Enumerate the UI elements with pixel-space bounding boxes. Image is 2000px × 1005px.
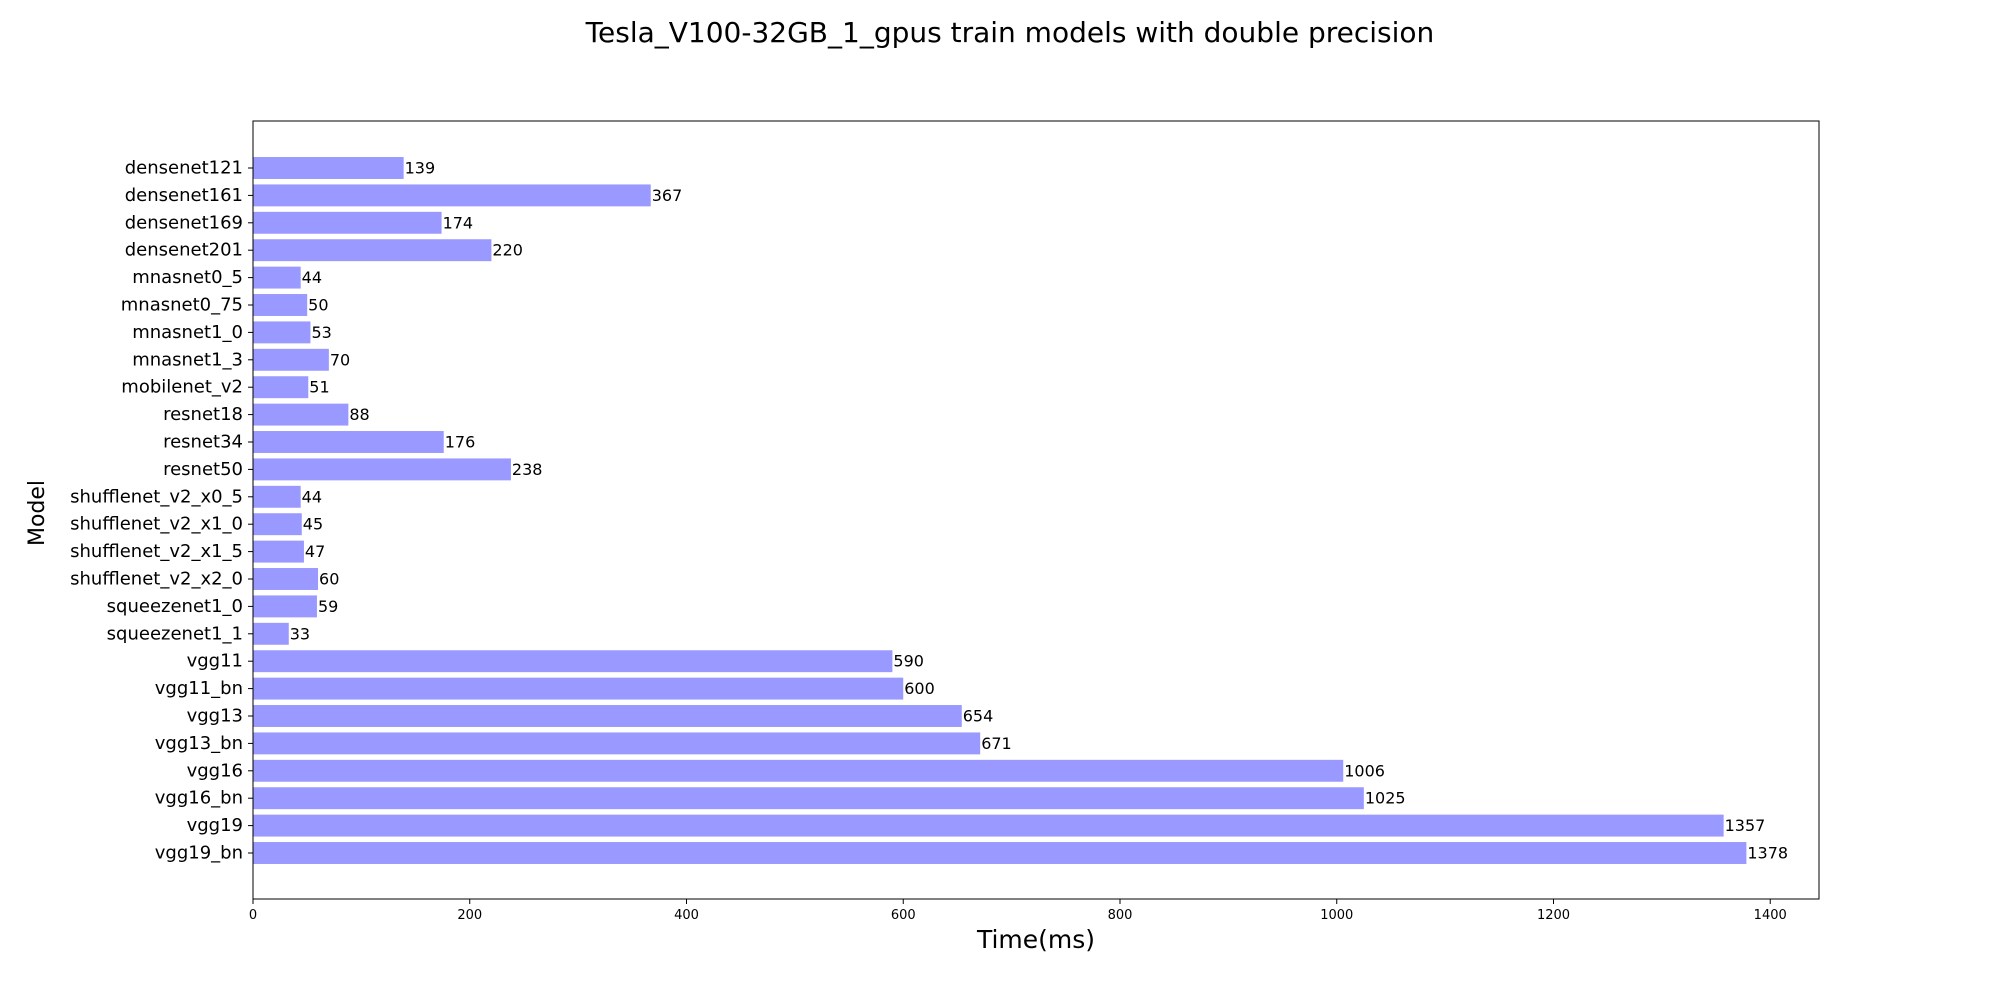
value-label-vgg16: 1006	[1344, 761, 1385, 780]
value-label-resnet50: 238	[512, 460, 543, 479]
category-label-mnasnet0_75: mnasnet0_75	[121, 295, 243, 316]
bar-densenet201	[253, 239, 492, 262]
category-label-vgg19_bn: vgg19_bn	[155, 843, 243, 864]
value-label-mnasnet1_0: 53	[311, 323, 331, 342]
category-label-vgg13: vgg13	[187, 706, 243, 727]
value-label-vgg13: 654	[963, 707, 994, 726]
bar-mnasnet1_0	[253, 321, 311, 344]
value-label-squeezenet1_1: 33	[290, 624, 310, 643]
bar-shufflenet_v2_x1_5	[253, 540, 304, 563]
x-tick-label-1000: 1000	[1320, 908, 1353, 923]
value-label-mnasnet0_5: 44	[302, 268, 322, 287]
bar-vgg19	[253, 814, 1724, 837]
value-label-vgg11_bn: 600	[904, 679, 935, 698]
category-label-resnet50: resnet50	[163, 459, 243, 480]
bar-mobilenet_v2	[253, 376, 309, 399]
x-tick-label-200: 200	[457, 908, 482, 923]
value-label-vgg16_bn: 1025	[1365, 789, 1406, 808]
bar-squeezenet1_0	[253, 595, 317, 618]
category-label-squeezenet1_0: squeezenet1_0	[107, 596, 243, 617]
bar-shufflenet_v2_x0_5	[253, 485, 301, 508]
value-label-mnasnet1_3: 70	[330, 350, 350, 369]
category-label-mobilenet_v2: mobilenet_v2	[121, 377, 243, 398]
bar-vgg13_bn	[253, 732, 981, 755]
category-label-mnasnet1_3: mnasnet1_3	[132, 349, 243, 370]
category-label-vgg11_bn: vgg11_bn	[155, 678, 243, 699]
value-label-shufflenet_v2_x2_0: 60	[319, 570, 339, 589]
x-tick-label-1200: 1200	[1537, 908, 1570, 923]
category-label-resnet18: resnet18	[163, 404, 243, 425]
bar-resnet18	[253, 403, 349, 426]
category-label-shufflenet_v2_x1_0: shufflenet_v2_x1_0	[70, 514, 243, 535]
value-label-shufflenet_v2_x1_5: 47	[305, 542, 325, 561]
value-label-resnet18: 88	[349, 405, 369, 424]
x-tick-label-400: 400	[674, 908, 699, 923]
category-label-shufflenet_v2_x0_5: shufflenet_v2_x0_5	[70, 486, 243, 507]
y-axis: densenet121 densenet161 densenet169 densene…	[70, 158, 253, 864]
category-label-densenet121: densenet121	[125, 158, 243, 179]
category-label-squeezenet1_1: squeezenet1_1	[107, 623, 243, 644]
value-label-mnasnet0_75: 50	[308, 296, 328, 315]
bar-squeezenet1_1	[253, 622, 289, 645]
category-label-densenet201: densenet201	[125, 240, 243, 261]
bar-resnet50	[253, 458, 511, 481]
category-label-shufflenet_v2_x1_5: shufflenet_v2_x1_5	[70, 541, 243, 562]
value-label-vgg13_bn: 671	[981, 734, 1012, 753]
bar-vgg11	[253, 650, 893, 673]
bar-vgg11_bn	[253, 677, 904, 700]
bar-mnasnet0_75	[253, 294, 308, 316]
bar-shufflenet_v2_x1_0	[253, 513, 302, 536]
value-label-shufflenet_v2_x0_5: 44	[302, 487, 322, 506]
bar-densenet169	[253, 211, 442, 234]
category-label-shufflenet_v2_x2_0: shufflenet_v2_x2_0	[70, 569, 243, 590]
value-label-densenet201: 220	[492, 241, 523, 260]
value-label-densenet169: 174	[443, 213, 474, 232]
x-tick-label-800: 800	[1108, 908, 1133, 923]
category-label-vgg16_bn: vgg16_bn	[155, 788, 243, 809]
value-label-resnet34: 176	[445, 433, 476, 452]
bar-densenet121	[253, 157, 404, 179]
value-label-shufflenet_v2_x1_0: 45	[303, 515, 323, 534]
x-axis-title: Time(ms)	[976, 925, 1095, 954]
x-tick-label-0: 0	[249, 908, 257, 923]
category-label-vgg11: vgg11	[187, 651, 243, 672]
bar-mnasnet1_3	[253, 348, 329, 371]
bar-shufflenet_v2_x2_0	[253, 568, 319, 590]
chart-title: Tesla_V100-32GB_1_gpus train models with…	[585, 16, 1435, 49]
x-axis: 0 200 400 600 800 1000 1200 1400	[249, 899, 1787, 923]
category-label-vgg13_bn: vgg13_bn	[155, 733, 243, 754]
category-label-mnasnet0_5: mnasnet0_5	[132, 267, 243, 288]
category-label-vgg19: vgg19	[187, 815, 243, 836]
bar-resnet34	[253, 431, 444, 453]
bar-vgg13	[253, 705, 962, 727]
value-label-squeezenet1_0: 59	[318, 597, 338, 616]
y-axis-title: Model	[25, 480, 50, 546]
category-label-densenet161: densenet161	[125, 185, 243, 206]
category-label-vgg16: vgg16	[187, 760, 243, 781]
category-label-densenet169: densenet169	[125, 212, 243, 233]
bar-vgg19_bn	[253, 842, 1747, 864]
bar-vgg16_bn	[253, 787, 1364, 810]
plot-frame	[252, 120, 1820, 900]
value-label-vgg11: 590	[893, 652, 924, 671]
value-label-vgg19_bn: 1378	[1747, 844, 1788, 863]
x-tick-label-600: 600	[891, 908, 916, 923]
bar-vgg16	[253, 759, 1344, 782]
value-label-densenet121: 139	[405, 159, 436, 178]
value-label-vgg19: 1357	[1725, 816, 1766, 835]
value-label-mobilenet_v2: 51	[309, 378, 329, 397]
bar-mnasnet0_5	[253, 266, 301, 289]
category-label-resnet34: resnet34	[163, 432, 243, 453]
category-label-mnasnet1_0: mnasnet1_0	[132, 322, 243, 343]
bar-densenet161	[253, 184, 651, 207]
x-tick-label-1400: 1400	[1754, 908, 1787, 923]
value-label-densenet161: 367	[652, 186, 683, 205]
